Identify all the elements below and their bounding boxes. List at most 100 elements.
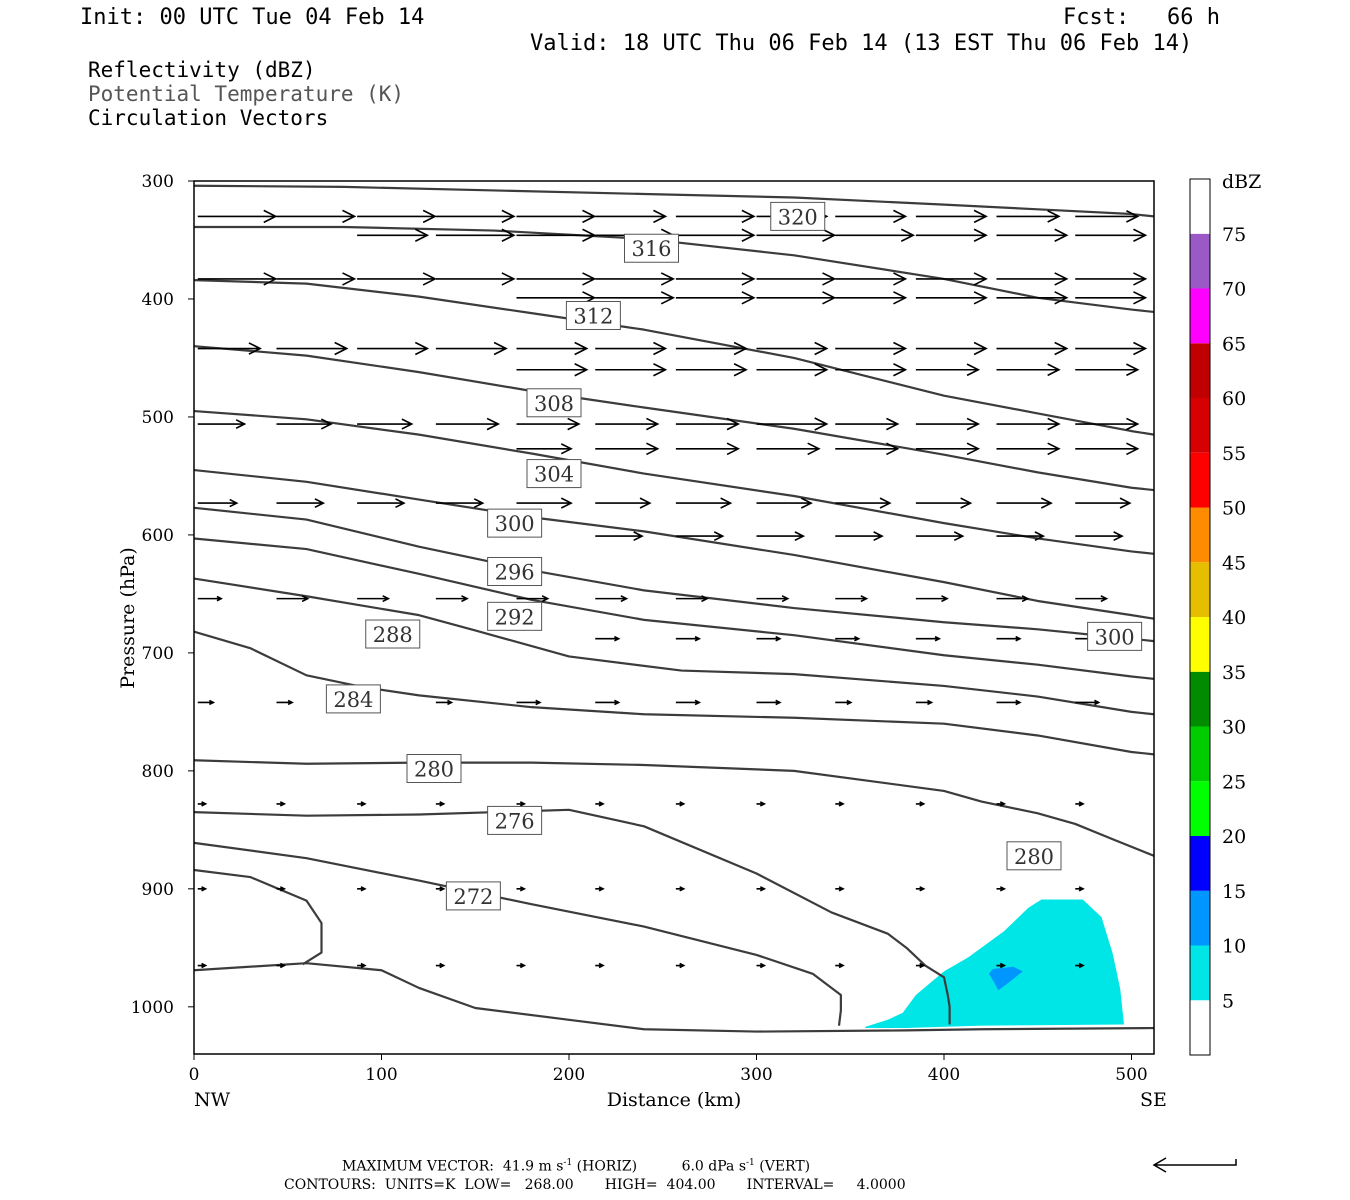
circulation-vector — [1075, 442, 1140, 456]
circulation-vector — [915, 801, 926, 807]
colorbar-swatch — [1190, 452, 1210, 508]
circulation-vector — [996, 228, 1069, 242]
circulation-vector — [357, 886, 367, 892]
contour-label-box — [487, 508, 543, 538]
init-time: Init: 00 UTC Tue 04 Feb 14 — [80, 5, 425, 30]
valid-time: Valid: 18 UTC Thu 06 Feb 14 (13 EST Thu … — [530, 31, 1193, 56]
reflectivity-5-dbz-area — [865, 899, 1124, 1029]
circulation-vector — [675, 442, 741, 456]
circulation-vector — [357, 595, 391, 603]
y-tick-label: 800 — [142, 762, 174, 782]
circulation-vector — [675, 635, 702, 642]
circulation-vector — [835, 595, 869, 603]
colorbar-swatch — [1190, 398, 1210, 453]
circulation-vector — [516, 497, 573, 509]
x-tick-label: 100 — [365, 1065, 397, 1085]
contour-label-284: 284 — [333, 688, 373, 712]
colorbar-swatch — [1190, 233, 1210, 289]
colorbar-swatch — [1190, 507, 1210, 563]
circulation-vector — [1075, 291, 1148, 305]
y-tick-label: 700 — [142, 644, 174, 664]
circulation-vector — [197, 419, 247, 429]
circulation-vector — [915, 363, 981, 377]
circulation-vector — [915, 595, 949, 603]
contour-label-280: 280 — [414, 758, 454, 782]
circulation-vector — [675, 363, 748, 377]
colorbar-level-label: 65 — [1222, 333, 1246, 355]
circulation-vector — [516, 272, 597, 286]
circulation-vector — [996, 531, 1046, 542]
contour-label-308: 308 — [534, 392, 574, 416]
legend-circulation-vectors: Circulation Vectors — [88, 106, 329, 130]
contour-label-box — [487, 601, 543, 631]
circulation-vector — [756, 801, 767, 807]
x-axis-title: Distance (km) — [607, 1089, 742, 1111]
circulation-vector — [357, 962, 367, 969]
y-tick-label: 900 — [142, 880, 174, 900]
theta-contour-300 — [194, 468, 1154, 620]
circulation-vector — [675, 886, 686, 892]
x-tick-label: 400 — [928, 1065, 960, 1085]
circulation-vector — [516, 228, 597, 242]
circulation-vector — [435, 498, 485, 508]
circulation-vector — [996, 272, 1069, 286]
circulation-vector — [1075, 210, 1140, 223]
legend-reflectivity: Reflectivity (dBZ) — [88, 58, 316, 82]
circulation-vector — [595, 635, 621, 642]
contour-label-288: 288 — [373, 623, 413, 647]
circulation-vector — [835, 341, 908, 356]
circulation-vector — [435, 341, 508, 356]
circulation-vector — [1075, 595, 1109, 603]
colorbar-level-label: 20 — [1222, 826, 1246, 848]
theta-contour-276 — [194, 808, 951, 1025]
contour-label-box — [526, 459, 582, 489]
theta-contour-308 — [194, 345, 1154, 492]
circulation-vector — [996, 699, 1022, 706]
contour-label-box — [487, 556, 543, 586]
circulation-vector — [835, 272, 908, 286]
circulation-vector — [756, 635, 782, 642]
circulation-vector — [996, 886, 1007, 892]
colorbar-swatch — [1190, 781, 1210, 836]
contour-label-box — [487, 805, 543, 835]
circulation-vector — [835, 363, 908, 377]
circulation-vector — [756, 291, 837, 305]
circulation-vector — [835, 635, 861, 642]
colorbar-swatch — [1190, 343, 1210, 398]
reference-vector-arrow — [1152, 1157, 1237, 1173]
circulation-vector — [595, 962, 605, 969]
circulation-vector — [756, 595, 790, 603]
circulation-vector — [835, 209, 908, 224]
circulation-vector — [915, 228, 988, 242]
circulation-vector — [915, 699, 934, 706]
colorbar-level-label: 30 — [1222, 717, 1246, 739]
circulation-vector — [915, 209, 988, 224]
contour-label-box — [565, 300, 621, 330]
circulation-vector — [835, 531, 884, 542]
theta-contour-312 — [194, 278, 1154, 436]
colorbar-swatch — [1190, 562, 1210, 617]
circulation-vector — [835, 962, 845, 969]
colorbar-swatch — [1190, 1000, 1210, 1055]
circulation-vector — [197, 962, 208, 969]
colorbar-level-label: 75 — [1222, 224, 1246, 246]
circulation-vector — [915, 291, 988, 305]
reflectivity-10-dbz-area — [989, 966, 1023, 991]
theta-contour-316 — [194, 225, 1154, 314]
circulation-vector — [595, 801, 605, 807]
circulation-vector — [357, 498, 406, 508]
circulation-vector — [756, 886, 767, 892]
circulation-vector — [516, 417, 581, 431]
circulation-vector — [595, 531, 644, 542]
forecast-hours: 66 h — [1167, 5, 1220, 30]
colorbar-level-label: 25 — [1222, 771, 1246, 793]
circulation-vector — [435, 801, 446, 807]
x-tick-label: 200 — [553, 1065, 585, 1085]
circulation-vector — [675, 801, 686, 807]
circulation-vector — [675, 962, 686, 969]
contours-note: CONTOURS: UNITS=K LOW= 268.00 HIGH= 404.… — [284, 1177, 906, 1193]
circulation-vector — [435, 209, 516, 224]
circulation-vector — [675, 272, 756, 286]
contour-label-box — [1087, 621, 1143, 651]
circulation-vector — [835, 497, 892, 509]
